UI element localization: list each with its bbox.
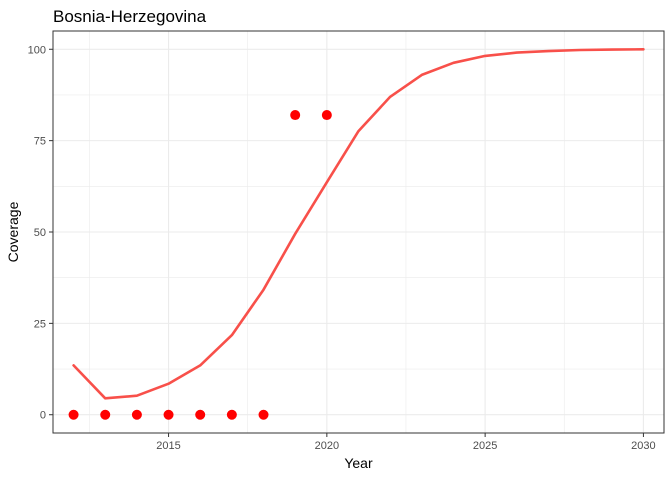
data-point: [68, 409, 79, 420]
data-point: [195, 409, 206, 420]
scatter-series: [68, 110, 332, 420]
line-series: [72, 47, 645, 400]
data-point: [258, 409, 269, 420]
data-point: [226, 409, 237, 420]
y-tick-label: 25: [34, 318, 46, 330]
x-tick-label: 2025: [473, 440, 497, 452]
coverage-line: [72, 47, 645, 400]
y-tick-label: 100: [28, 44, 46, 56]
data-point: [290, 110, 301, 121]
y-tick-label: 0: [40, 410, 46, 422]
grid-lines: [53, 31, 664, 433]
data-point: [131, 409, 142, 420]
y-axis-label: Coverage: [5, 201, 21, 262]
x-tick-label: 2015: [156, 440, 180, 452]
x-axis: 2015 2020 2025 2030: [156, 433, 656, 452]
data-point: [163, 409, 174, 420]
x-tick-label: 2020: [315, 440, 339, 452]
chart-title: Bosnia-Herzegovina: [53, 7, 207, 26]
x-axis-label: Year: [344, 455, 373, 471]
data-point: [321, 110, 332, 121]
x-tick-label: 2030: [631, 440, 655, 452]
data-point: [100, 409, 111, 420]
y-axis: 0 25 50 75 100: [28, 44, 53, 422]
y-tick-label: 50: [34, 227, 46, 239]
y-tick-label: 75: [34, 136, 46, 148]
